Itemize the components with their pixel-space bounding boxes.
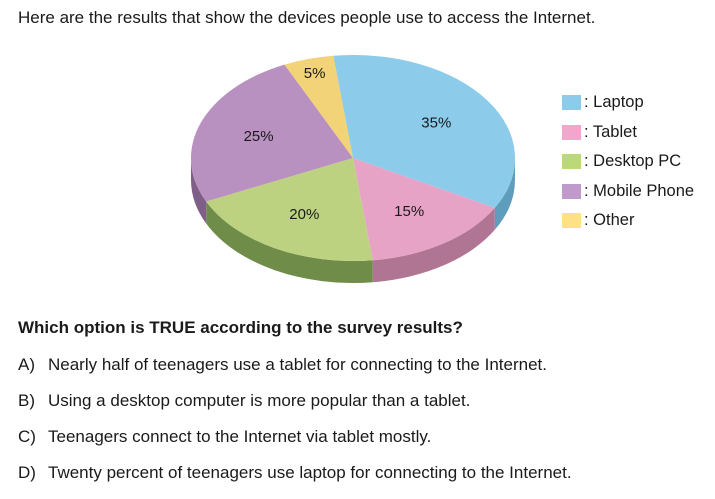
pie-label-laptop: 35% [421, 114, 451, 131]
pie-slice-mobile-phone [190, 64, 353, 202]
legend-label: : Other [584, 211, 635, 230]
option-text: Using a desktop computer is more popular… [48, 391, 471, 410]
intro-text: Here are the results that show the devic… [18, 8, 596, 27]
pie-slice-other [284, 55, 353, 158]
option-b[interactable]: B) Using a desktop computer is more popu… [18, 391, 572, 427]
pie-side-laptop [494, 158, 515, 230]
option-text: Twenty percent of teenagers use laptop f… [48, 463, 572, 482]
pie-slice-tablet [353, 158, 495, 261]
legend-item-desktop-pc: : Desktop PC [562, 147, 694, 177]
answer-options: A) Nearly half of teenagers use a tablet… [18, 355, 572, 499]
pie-side-desktop-pc [206, 201, 373, 283]
pie-side-mobile-phone [191, 158, 207, 224]
option-letter: B) [18, 391, 35, 410]
legend-swatch [562, 183, 581, 199]
legend-item-other: : Other [562, 206, 694, 236]
option-text: Teenagers connect to the Internet via ta… [48, 427, 432, 446]
legend-item-mobile-phone: : Mobile Phone [562, 177, 694, 207]
pie-label-mobile-phone: 25% [244, 128, 274, 145]
pie-label-other: 5% [304, 65, 326, 82]
pie-chart: 35% 15% 20% 25% 5% [190, 54, 515, 283]
pie-slice-desktop-pc [206, 158, 373, 261]
pie-slice-laptop [333, 54, 515, 208]
option-a[interactable]: A) Nearly half of teenagers use a tablet… [18, 355, 572, 391]
chart-legend: : Laptop : Tablet : Desktop PC : Mobile … [562, 88, 694, 236]
option-text: Nearly half of teenagers use a tablet fo… [48, 355, 547, 374]
pie-label-tablet: 15% [394, 203, 424, 220]
pie-side-tablet [372, 207, 495, 283]
option-letter: C) [18, 427, 36, 446]
legend-item-tablet: : Tablet [562, 118, 694, 148]
legend-label: : Mobile Phone [584, 181, 695, 200]
question-text: Which option is TRUE according to the su… [18, 318, 463, 337]
legend-swatch [562, 124, 581, 140]
option-letter: D) [18, 463, 36, 482]
legend-label: : Desktop PC [584, 152, 682, 171]
option-d[interactable]: D) Twenty percent of teenagers use lapto… [18, 463, 572, 499]
legend-swatch [562, 154, 581, 170]
legend-label: : Laptop [584, 93, 644, 112]
option-c[interactable]: C) Teenagers connect to the Internet via… [18, 427, 572, 463]
pie-label-desktop-pc: 20% [289, 206, 319, 223]
legend-item-laptop: : Laptop [562, 88, 694, 118]
legend-swatch [562, 95, 581, 111]
option-letter: A) [18, 355, 35, 374]
legend-swatch [562, 213, 581, 229]
legend-label: : Tablet [584, 122, 637, 141]
